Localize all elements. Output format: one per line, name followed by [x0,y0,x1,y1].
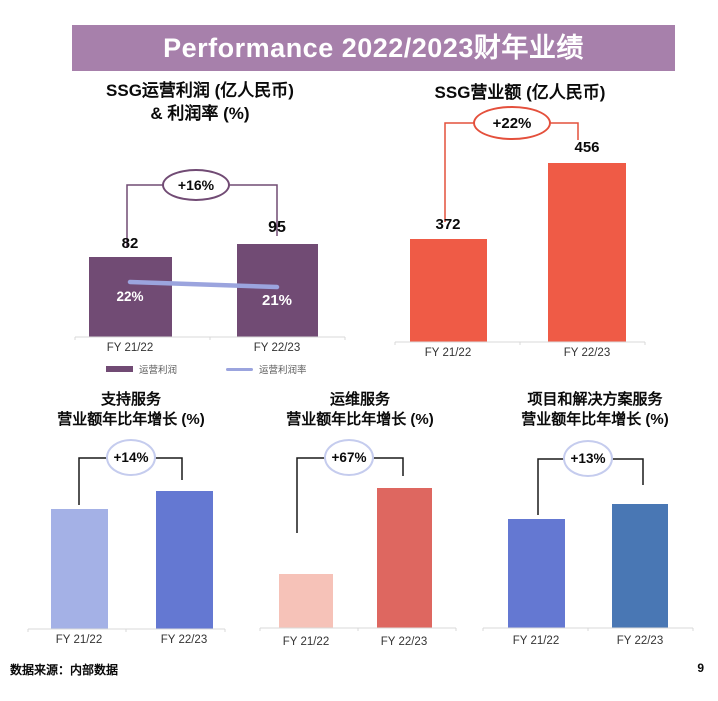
x-axis-projects [482,627,694,631]
bar-support-fy2223 [156,491,213,629]
legend-label-operating-margin: 运营利润率 [259,365,307,376]
value-label-operating-profit-fy2223: 95 [268,219,286,236]
category-label-maintenance-fy2223: FY 22/23 [380,636,428,648]
growth-badge-support: +14% [106,439,156,476]
category-label-revenue-fy2223: FY 22/23 [563,347,611,359]
chart-maintenance-title-line2: 营业额年比年增长 (%) [286,411,434,428]
x-axis-operating-profit [74,336,346,340]
category-label-operating-profit-fy2122: FY 21/22 [106,342,154,354]
bar-revenue-fy2122 [410,239,487,342]
chart-revenue-title: SSG营业额 (亿人民币) [434,83,606,102]
category-label-revenue-fy2122: FY 21/22 [424,347,472,359]
x-axis-revenue [394,341,646,345]
bar-projects-fy2122 [508,519,565,628]
category-label-projects-fy2122: FY 21/22 [512,635,560,647]
category-label-operating-profit-fy2223: FY 22/23 [253,342,301,354]
chart-support-title-line1: 支持服务 [100,391,161,408]
chart-support-title-line2: 营业额年比年增长 (%) [57,411,205,428]
bar-projects-fy2223 [612,504,668,628]
bar-maintenance-fy2223 [377,488,432,628]
chart-projects-title-line2: 营业额年比年增长 (%) [521,411,669,428]
bar-revenue-fy2223 [548,163,626,342]
bar-operating-profit-fy2122 [89,257,172,337]
chart-projects-title-line1: 项目和解决方案服务 [527,391,663,408]
margin-label-fy2223: 21% [261,292,293,309]
page-number: 9 [697,661,704,675]
bar-support-fy2122 [51,509,108,629]
page-title: Performance 2022/2023财年业绩 [72,25,675,71]
chart-operating-profit-title-line1: SSG运营利润 (亿人民币) [106,81,294,100]
growth-badge-operating-profit: +16% [162,169,230,201]
growth-badge-projects: +13% [563,440,613,477]
value-label-revenue-fy2223: 456 [574,139,600,156]
chart-projects-title: 项目和解决方案服务 营业额年比年增长 (%) [475,390,715,430]
margin-label-fy2122: 22% [116,289,144,304]
bar-operating-profit-fy2223 [237,244,318,337]
chart-support-title: 支持服务 营业额年比年增长 (%) [11,390,251,430]
x-axis-support [27,628,226,632]
value-label-operating-profit-fy2122: 82 [121,235,139,252]
chart-maintenance-title: 运维服务 营业额年比年增长 (%) [240,390,480,430]
category-label-projects-fy2223: FY 22/23 [616,635,664,647]
category-label-maintenance-fy2122: FY 21/22 [282,636,330,648]
legend-swatch-operating-profit [106,366,133,372]
category-label-support-fy2122: FY 21/22 [55,634,103,646]
growth-badge-maintenance: +67% [324,439,374,476]
growth-badge-revenue: +22% [473,106,551,140]
legend-swatch-operating-margin [226,367,253,371]
legend-operating-margin: 运营利润率 [226,362,307,376]
data-source-note: 数据来源：内部数据 [10,663,119,677]
category-label-support-fy2223: FY 22/23 [160,634,208,646]
chart-operating-profit-title: SSG运营利润 (亿人民币) & 利润率 (%) [40,79,360,125]
value-label-revenue-fy2122: 372 [435,216,461,233]
legend-operating-profit: 运营利润 [106,362,177,376]
bar-maintenance-fy2122 [279,574,333,628]
x-axis-maintenance [259,627,457,631]
chart-maintenance-title-line1: 运维服务 [329,391,390,408]
chart-operating-profit-title-line2: & 利润率 (%) [150,104,250,123]
legend-label-operating-profit: 运营利润 [139,365,178,376]
